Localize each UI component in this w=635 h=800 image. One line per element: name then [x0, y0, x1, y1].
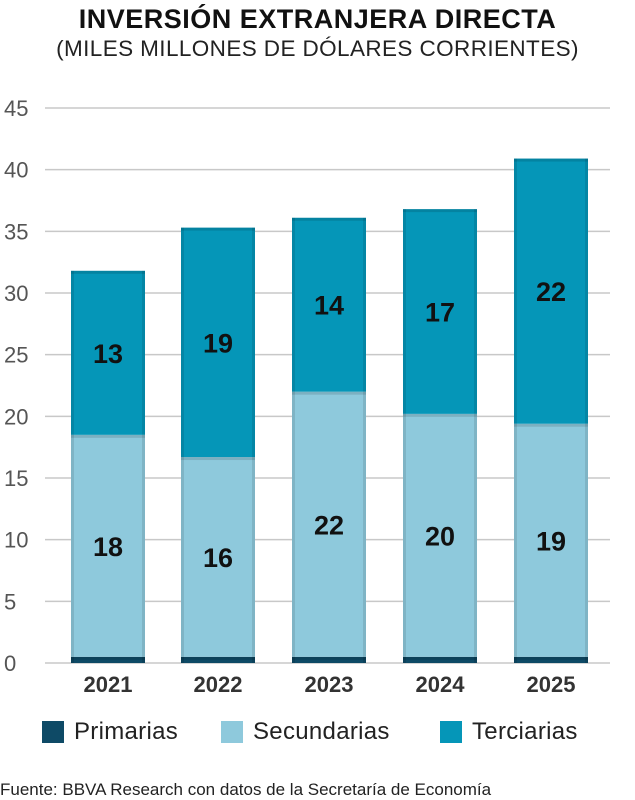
- bar-edge-shade: [142, 270, 145, 435]
- legend-label-primarias: Primarias: [74, 718, 179, 745]
- legend: Primarias Secundarias Terciarias: [0, 718, 635, 752]
- bar-top-shade: [514, 656, 588, 660]
- bar-top-shade: [514, 423, 588, 427]
- data-label: 14: [314, 291, 344, 321]
- x-tick-label: 2023: [305, 672, 354, 697]
- bar-top-shade: [403, 413, 477, 417]
- legend-swatch-primarias: [42, 721, 64, 743]
- bar-top-shade: [71, 270, 145, 274]
- bar-edge-shade: [363, 391, 366, 657]
- bar-secundarias: [181, 457, 255, 657]
- legend-item-secundarias: Secundarias: [221, 718, 390, 746]
- bar-terciarias: [403, 209, 477, 414]
- bar-secundarias: [71, 434, 145, 657]
- bar-terciarias: [181, 227, 255, 458]
- bar-edge-shade: [363, 656, 366, 663]
- data-label: 13: [93, 339, 123, 369]
- bar-edge-shade: [585, 656, 588, 663]
- bar-top-shade: [181, 457, 255, 461]
- legend-item-terciarias: Terciarias: [440, 718, 578, 746]
- bar-top-shade: [403, 656, 477, 660]
- data-label: 22: [536, 277, 566, 307]
- bar-edge-shade: [71, 270, 74, 435]
- bar-edge-shade: [142, 656, 145, 663]
- legend-item-primarias: Primarias: [42, 718, 178, 746]
- y-tick-label: 25: [4, 343, 28, 368]
- bar-top-shade: [71, 656, 145, 660]
- bar-secundarias: [292, 391, 366, 657]
- bar-top-shade: [514, 158, 588, 162]
- y-tick-label: 5: [4, 589, 16, 614]
- bar-terciarias: [71, 270, 145, 435]
- bar-edge-shade: [585, 423, 588, 657]
- y-tick-label: 40: [4, 158, 28, 183]
- bar-edge-shade: [252, 227, 255, 458]
- bar-edge-shade: [514, 656, 517, 663]
- x-tick-label: 2025: [527, 672, 576, 697]
- bar-terciarias: [514, 158, 588, 424]
- y-tick-label: 45: [4, 96, 28, 121]
- bar-terciarias: [292, 217, 366, 392]
- bar-primarias: [292, 656, 366, 663]
- bar-edge-shade: [403, 656, 406, 663]
- source-note: Fuente: BBVA Research con datos de la Se…: [0, 780, 492, 799]
- legend-swatch-secundarias: [221, 721, 243, 743]
- bar-edge-shade: [292, 391, 295, 657]
- legend-swatch-terciarias: [440, 721, 462, 743]
- stacked-bar-chart: 0510152025303540451813202116192022221420…: [4, 96, 610, 697]
- bar-edge-shade: [363, 217, 366, 392]
- bar-secundarias: [514, 423, 588, 657]
- data-label: 19: [203, 328, 233, 358]
- bar-edge-shade: [181, 457, 184, 657]
- data-label: 22: [314, 510, 344, 540]
- bar-top-shade: [403, 209, 477, 213]
- bar-edge-shade: [585, 158, 588, 424]
- bar-edge-shade: [252, 656, 255, 663]
- bar-edge-shade: [181, 656, 184, 663]
- legend-label-terciarias: Terciarias: [472, 718, 578, 745]
- data-label: 18: [93, 532, 123, 562]
- bar-edge-shade: [474, 656, 477, 663]
- y-tick-label: 20: [4, 404, 28, 429]
- bar-edge-shade: [181, 227, 184, 458]
- y-tick-label: 10: [4, 528, 28, 553]
- chart-subtitle: (MILES MILLONES DE DÓLARES CORRIENTES): [56, 36, 579, 61]
- data-label: 16: [203, 543, 233, 573]
- bar-primarias: [181, 656, 255, 663]
- bar-edge-shade: [292, 656, 295, 663]
- bar-primarias: [403, 656, 477, 663]
- bar-top-shade: [292, 391, 366, 395]
- bar-edge-shade: [514, 158, 517, 424]
- y-tick-label: 15: [4, 466, 28, 491]
- bar-primarias: [514, 656, 588, 663]
- data-label: 19: [536, 526, 566, 556]
- bar-edge-shade: [142, 434, 145, 657]
- x-tick-label: 2021: [84, 672, 133, 697]
- bar-primarias: [71, 656, 145, 663]
- y-tick-label: 30: [4, 281, 28, 306]
- legend-label-secundarias: Secundarias: [253, 718, 390, 745]
- bar-edge-shade: [292, 217, 295, 392]
- x-tick-label: 2022: [194, 672, 243, 697]
- bar-secundarias: [403, 413, 477, 657]
- bar-edge-shade: [252, 457, 255, 657]
- bar-top-shade: [181, 656, 255, 660]
- bar-edge-shade: [474, 209, 477, 414]
- bar-top-shade: [71, 434, 145, 438]
- data-label: 17: [425, 298, 455, 328]
- bar-edge-shade: [71, 434, 74, 657]
- bar-edge-shade: [71, 656, 74, 663]
- x-tick-label: 2024: [416, 672, 466, 697]
- y-tick-label: 35: [4, 219, 28, 244]
- y-tick-label: 0: [4, 651, 16, 676]
- bar-edge-shade: [514, 423, 517, 657]
- bar-edge-shade: [403, 209, 406, 414]
- bar-top-shade: [292, 656, 366, 660]
- bar-edge-shade: [403, 413, 406, 657]
- data-label: 20: [425, 521, 455, 551]
- bar-edge-shade: [474, 413, 477, 657]
- bar-top-shade: [181, 227, 255, 231]
- bar-top-shade: [292, 217, 366, 221]
- chart-title: INVERSIÓN EXTRANJERA DIRECTA: [78, 4, 557, 34]
